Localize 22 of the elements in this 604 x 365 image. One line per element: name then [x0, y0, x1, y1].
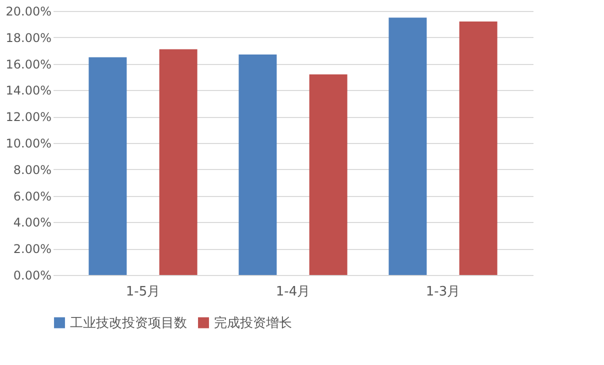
y-tick-label: 20.00%	[6, 4, 52, 18]
x-tick-label: 1-3月	[426, 284, 460, 300]
x-tick-label: 1-4月	[276, 284, 310, 300]
y-tick-label: 4.00%	[13, 216, 52, 230]
bar	[238, 54, 277, 275]
x-tick-label: 1-5月	[126, 284, 160, 300]
legend-label: 完成投资增长	[214, 314, 292, 331]
y-tick-label: 18.00%	[6, 30, 52, 45]
y-tick-label: 10.00%	[6, 136, 52, 150]
y-tick-label: 8.00%	[13, 162, 52, 177]
legend-label: 工业技改投资项目数	[70, 316, 187, 331]
bar	[88, 57, 127, 275]
bar	[388, 18, 427, 275]
bar	[159, 49, 198, 275]
bar	[309, 74, 348, 275]
y-tick-label: 14.00%	[6, 84, 52, 98]
y-tick-label: 2.00%	[13, 242, 52, 256]
y-tick-label: 12.00%	[6, 110, 52, 124]
y-tick-label: 0.00%	[13, 268, 52, 282]
bar	[459, 22, 498, 275]
y-tick-label: 6.00%	[13, 189, 52, 204]
y-tick-label: 16.00%	[6, 57, 52, 72]
